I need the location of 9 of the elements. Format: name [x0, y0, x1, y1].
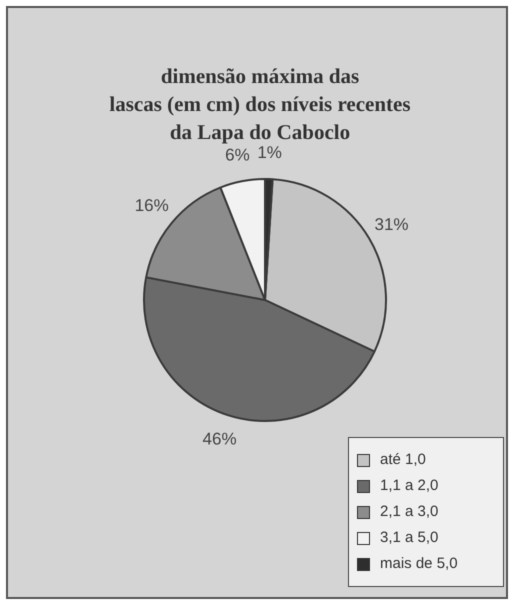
legend-label: até 1,0	[380, 450, 426, 470]
legend-label: 3,1 a 5,0	[380, 528, 438, 548]
data-label: 16%	[134, 196, 169, 215]
data-label: 46%	[202, 429, 237, 448]
legend-label: 2,1 a 3,0	[380, 502, 438, 522]
legend-label: mais de 5,0	[380, 554, 458, 574]
data-label: 6%	[225, 145, 250, 164]
data-label: 31%	[374, 214, 409, 234]
legend-label: 1,1 a 2,0	[380, 476, 438, 496]
